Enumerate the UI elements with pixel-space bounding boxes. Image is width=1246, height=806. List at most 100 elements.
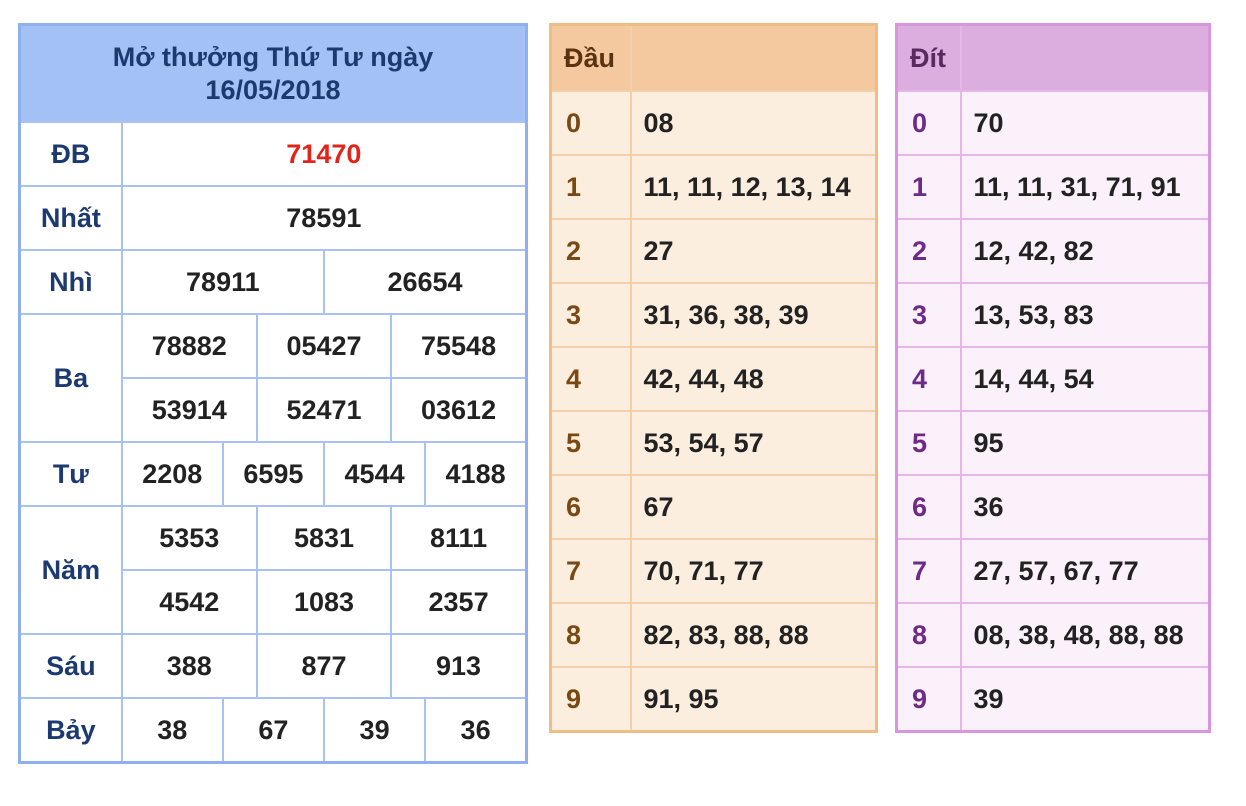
prize-row-nhi: Nhì 78911 26654	[18, 249, 528, 315]
digit-numbers: 82, 83, 88, 88	[629, 602, 878, 668]
digit-key: 4	[549, 346, 632, 412]
prize-row-ba: Ba 78882 05427 75548	[18, 313, 528, 443]
prize-row-bay: Bảy 38 67 39 36	[18, 697, 528, 764]
digit-numbers: 39	[959, 666, 1211, 733]
special-prize-value: 71470	[120, 121, 528, 187]
prize-value: 78591	[120, 185, 528, 251]
title-line-1: Mở thưởng Thứ Tư ngày	[112, 42, 434, 73]
head-digits-header: Đầu	[549, 23, 632, 92]
digit-key: 0	[549, 90, 632, 156]
prize-value: 75548	[390, 313, 528, 379]
prize-label: Nhì	[18, 249, 123, 315]
prize-value: 39	[322, 697, 427, 764]
digit-numbers: 53, 54, 57	[629, 410, 878, 476]
digit-numbers: 95	[959, 410, 1211, 476]
tail-digit-row: 3 13, 53, 83	[895, 282, 1211, 348]
digit-key: 2	[549, 218, 632, 284]
digit-key: 8	[549, 602, 632, 668]
prize-value: 52471	[255, 377, 393, 443]
prize-row-tu: Tư 2208 6595 4544 4188	[18, 441, 528, 507]
digit-key: 5	[549, 410, 632, 476]
digit-key: 9	[895, 666, 962, 733]
digit-numbers: 70	[959, 90, 1211, 156]
prize-label: Bảy	[18, 697, 123, 764]
prize-value: 78911	[120, 249, 326, 315]
prize-value: 53914	[120, 377, 258, 443]
digit-key: 3	[549, 282, 632, 348]
prize-value: 388	[120, 633, 258, 699]
digit-numbers: 31, 36, 38, 39	[629, 282, 878, 348]
digit-numbers: 14, 44, 54	[959, 346, 1211, 412]
results-title: Mở thưởng Thứ Tư ngày 16/05/2018	[18, 23, 528, 123]
tail-digit-row: 2 12, 42, 82	[895, 218, 1211, 284]
prize-row-ba-2: 53914 52471 03612	[20, 377, 528, 443]
tail-digits-header: Đít	[895, 23, 962, 92]
head-digit-row: 5 53, 54, 57	[549, 410, 878, 476]
prize-value: 8111	[390, 505, 528, 571]
head-digit-row: 4 42, 44, 48	[549, 346, 878, 412]
prize-value: 67	[221, 697, 326, 764]
prize-row-nam: Năm 5353 5831 8111	[18, 505, 528, 635]
prize-value: 4542	[120, 569, 258, 635]
digit-key: 1	[549, 154, 632, 220]
head-digit-row: 2 27	[549, 218, 878, 284]
tail-digit-row: 0 70	[895, 90, 1211, 156]
digit-numbers: 12, 42, 82	[959, 218, 1211, 284]
tail-digit-row: 7 27, 57, 67, 77	[895, 538, 1211, 604]
prize-value: 913	[390, 633, 528, 699]
digit-numbers: 11, 11, 12, 13, 14	[629, 154, 878, 220]
digit-key: 6	[549, 474, 632, 540]
prize-value: 05427	[255, 313, 393, 379]
tail-digit-row: 4 14, 44, 54	[895, 346, 1211, 412]
prize-row-sau: Sáu 388 877 913	[18, 633, 528, 699]
tail-digits-table: Đít 0 70 1 11, 11, 31, 71, 91 2 12, 42, 82 3 13…	[895, 23, 1211, 733]
tail-digit-row: 6 36	[895, 474, 1211, 540]
tail-digits-header-blank	[959, 23, 1211, 92]
prize-value: 4544	[322, 441, 427, 507]
digit-numbers: 27	[629, 218, 878, 284]
digit-key: 3	[895, 282, 962, 348]
tail-digit-row: 1 11, 11, 31, 71, 91	[895, 154, 1211, 220]
digit-key: 9	[549, 666, 632, 733]
prize-row-nam-2: 4542 1083 2357	[20, 569, 528, 635]
prize-value: 877	[255, 633, 393, 699]
head-digit-row: 9 91, 95	[549, 666, 878, 733]
prize-label: Sáu	[18, 633, 123, 699]
prize-value: 36	[424, 697, 528, 764]
title-date: 16/05/2018	[205, 74, 341, 105]
prize-value: 5831	[255, 505, 393, 571]
head-digit-row: 0 08	[549, 90, 878, 156]
digit-numbers: 27, 57, 67, 77	[959, 538, 1211, 604]
head-digit-row: 6 67	[549, 474, 878, 540]
prize-value: 03612	[390, 377, 528, 443]
head-digit-row: 7 70, 71, 77	[549, 538, 878, 604]
prize-value: 2357	[390, 569, 528, 635]
digit-numbers: 36	[959, 474, 1211, 540]
head-digits-table: Đầu 0 08 1 11, 11, 12, 13, 14 2 27 3 31, 36, 38…	[549, 23, 878, 733]
prize-value: 26654	[323, 249, 528, 315]
prize-row-db: ĐB 71470	[18, 121, 528, 187]
prize-label: Nhất	[18, 185, 123, 251]
prize-value: 4188	[424, 441, 528, 507]
digit-numbers: 91, 95	[629, 666, 878, 733]
prize-value: 2208	[120, 441, 224, 507]
prize-value: 78882	[120, 313, 258, 379]
digit-key: 7	[549, 538, 632, 604]
prize-label: Năm	[18, 505, 123, 635]
digit-numbers: 08, 38, 48, 88, 88	[959, 602, 1211, 668]
prize-label: Ba	[18, 313, 123, 443]
digit-key: 5	[895, 410, 962, 476]
prize-value: 1083	[255, 569, 393, 635]
tail-digit-row: 8 08, 38, 48, 88, 88	[895, 602, 1211, 668]
digit-numbers: 70, 71, 77	[629, 538, 878, 604]
digit-key: 6	[895, 474, 962, 540]
head-digit-row: 8 82, 83, 88, 88	[549, 602, 878, 668]
digit-numbers: 42, 44, 48	[629, 346, 878, 412]
digit-key: 0	[895, 90, 962, 156]
digit-numbers: 08	[629, 90, 878, 156]
prize-value: 38	[120, 697, 224, 764]
digit-key: 7	[895, 538, 962, 604]
digit-key: 2	[895, 218, 962, 284]
digit-key: 4	[895, 346, 962, 412]
digit-key: 1	[895, 154, 962, 220]
